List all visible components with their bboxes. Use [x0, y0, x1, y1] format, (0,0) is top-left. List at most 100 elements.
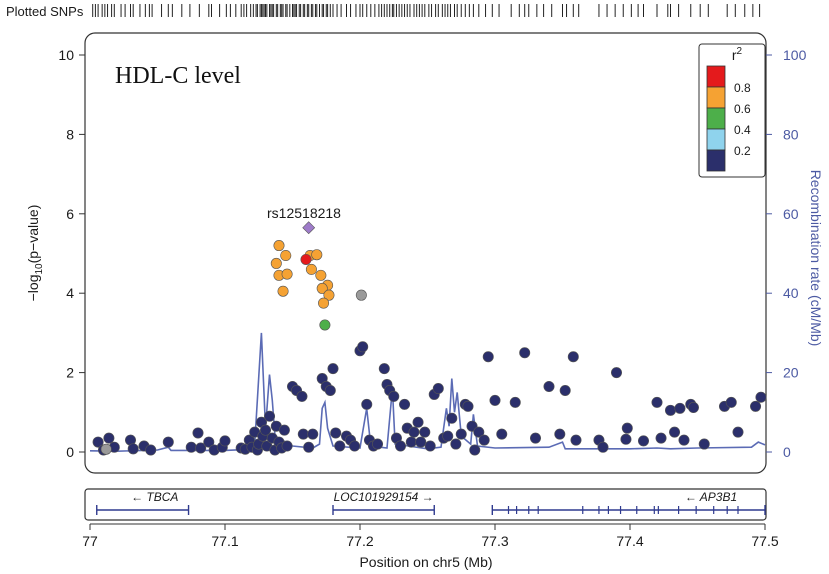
- y-axis-right-label: Recombination rate (cM/Mb): [808, 170, 824, 347]
- snp-point-green: [319, 319, 331, 331]
- legend-swatch: [706, 107, 726, 130]
- x-axis: 77 77.1 77.2 77.3 77.4 77.5: [82, 523, 779, 549]
- snp-point-navy: [755, 391, 767, 403]
- snp-point-navy: [264, 410, 276, 422]
- snp-point-navy: [324, 384, 336, 396]
- left-tick-label: 8: [66, 126, 74, 142]
- lead-snp-diamond: [302, 221, 316, 235]
- x-tick-label: 77.1: [211, 533, 238, 549]
- snp-point-orange: [305, 263, 317, 275]
- recombination-layer: [89, 332, 766, 453]
- right-tick-label: 60: [783, 206, 799, 222]
- right-tick-label: 0: [783, 444, 791, 460]
- snp-track: [92, 4, 761, 17]
- snp-point-navy: [259, 424, 271, 436]
- snp-point-navy: [307, 428, 319, 440]
- snp-point-navy: [415, 436, 427, 448]
- gene-layer: ← TBCA LOC101929154 → ← AP3B1: [96, 490, 766, 515]
- snp-point-navy: [281, 440, 293, 452]
- legend-title: r2: [732, 46, 743, 63]
- snp-point-navy: [462, 400, 474, 412]
- x-tick-label: 77.3: [481, 533, 508, 549]
- x-axis-label: Position on chr5 (Mb): [359, 554, 492, 570]
- snp-point-navy: [399, 398, 411, 410]
- snp-point-navy: [664, 404, 676, 416]
- snp-point-navy: [219, 435, 231, 447]
- recombination-line: [89, 332, 766, 453]
- snp-point-navy: [559, 384, 571, 396]
- snp-point-navy: [621, 422, 633, 434]
- snp-point-navy: [412, 416, 424, 428]
- snp-point-navy: [195, 442, 207, 454]
- snp-point-navy: [334, 440, 346, 452]
- snp-point-navy: [567, 351, 579, 363]
- right-tick-label: 80: [783, 126, 799, 142]
- snp-point-navy: [750, 400, 762, 412]
- snp-point-navy: [145, 444, 157, 456]
- snp-point-navy: [554, 428, 566, 440]
- snp-point-orange: [281, 268, 293, 280]
- snp-point-navy: [330, 427, 342, 439]
- chart-title: HDL-C level: [115, 63, 241, 89]
- snp-point-navy: [669, 426, 681, 438]
- snp-point-navy: [678, 434, 690, 446]
- snp-point-navy: [394, 440, 406, 452]
- snp-point-navy: [92, 436, 104, 448]
- snp-point-navy: [597, 441, 609, 453]
- snp-point-navy: [655, 432, 667, 444]
- snp-point-navy: [519, 347, 531, 359]
- snp-point-navy: [651, 396, 663, 408]
- snp-point-navy: [127, 443, 139, 455]
- x-tick-label: 77.2: [346, 533, 373, 549]
- snp-point-orange: [280, 249, 292, 261]
- snp-point-navy: [543, 380, 555, 392]
- legend-label: 0.6: [734, 102, 751, 116]
- snp-point-navy: [496, 428, 508, 440]
- left-tick-label: 10: [58, 47, 74, 63]
- lead-snp-label: rs12518218: [267, 205, 341, 221]
- x-tick-label: 77.4: [616, 533, 643, 549]
- snp-point-navy: [162, 436, 174, 448]
- legend-label: 0.4: [734, 123, 751, 137]
- left-tick-label: 0: [66, 444, 74, 460]
- right-axis: 0 20 40 60 80 100: [766, 47, 807, 460]
- snp-point-navy: [327, 363, 339, 375]
- snp-point-navy: [674, 402, 686, 414]
- legend-swatch: [706, 149, 726, 172]
- plot-frame: [84, 32, 767, 474]
- snp-point-orange: [323, 289, 335, 301]
- snp-point-navy: [405, 436, 417, 448]
- left-axis: 0 2 4 6 8 10: [58, 47, 86, 460]
- snp-point-navy: [482, 351, 494, 363]
- right-tick-label: 40: [783, 285, 799, 301]
- snp-point-navy: [698, 438, 710, 450]
- legend-swatch: [706, 86, 726, 109]
- y-axis-left-label: −log10(p−value): [25, 205, 45, 302]
- snp-point-navy: [473, 426, 485, 438]
- gene-label: ← TBCA: [131, 490, 178, 504]
- gene-track-frame: [84, 488, 767, 521]
- snp-point-navy: [570, 434, 582, 446]
- legend-items: 0.8 0.6 0.4 0.2: [706, 65, 751, 172]
- snp-point-gray: [355, 289, 367, 301]
- gene-label: ← AP3B1: [685, 490, 737, 504]
- right-tick-label: 100: [783, 47, 807, 63]
- snp-point-navy: [103, 432, 115, 444]
- legend-swatch: [706, 128, 726, 151]
- snp-point-orange: [277, 285, 289, 297]
- snp-point-navy: [378, 363, 390, 375]
- snp-point-navy: [297, 428, 309, 440]
- snp-point-orange: [316, 282, 328, 294]
- snp-point-orange: [315, 269, 327, 281]
- snp-point-navy: [478, 434, 490, 446]
- snp-point-navy: [489, 394, 501, 406]
- left-tick-label: 2: [66, 365, 74, 381]
- x-tick-label: 77.5: [751, 533, 778, 549]
- snp-point-navy: [278, 424, 290, 436]
- snp-point-navy: [509, 396, 521, 408]
- snp-point-orange: [311, 249, 323, 261]
- snp-point-navy: [349, 440, 361, 452]
- snp-point-navy: [732, 426, 744, 438]
- legend-swatch: [706, 65, 726, 88]
